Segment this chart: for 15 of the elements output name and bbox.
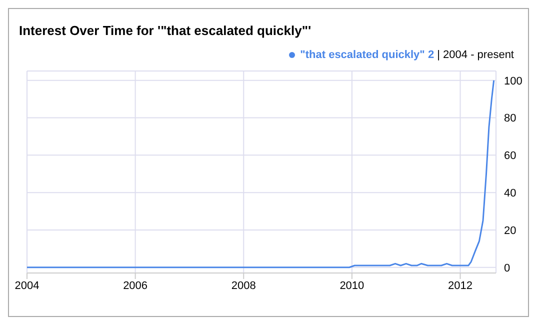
x-tick-label: 2012 [448,280,472,292]
chart-title: Interest Over Time for '"that escalated quickly"' [19,23,312,38]
y-tick-label: 40 [504,187,516,200]
chart-subtitle: | 2004 - present [437,49,514,61]
y-tick-label: 20 [504,224,516,237]
x-tick-label: 2010 [340,280,364,292]
y-tick-label: 0 [504,262,510,274]
legend-label: "that escalated quickly" 2 [299,49,436,61]
x-tick-label: 2004 [14,280,40,292]
y-tick-label: 100 [504,75,522,88]
y-tick-label: 80 [504,112,516,125]
line-series [27,80,495,268]
x-tick-label: 2006 [123,280,148,292]
y-tick-label: 60 [504,150,516,162]
x-tick-label: 2008 [231,280,256,292]
